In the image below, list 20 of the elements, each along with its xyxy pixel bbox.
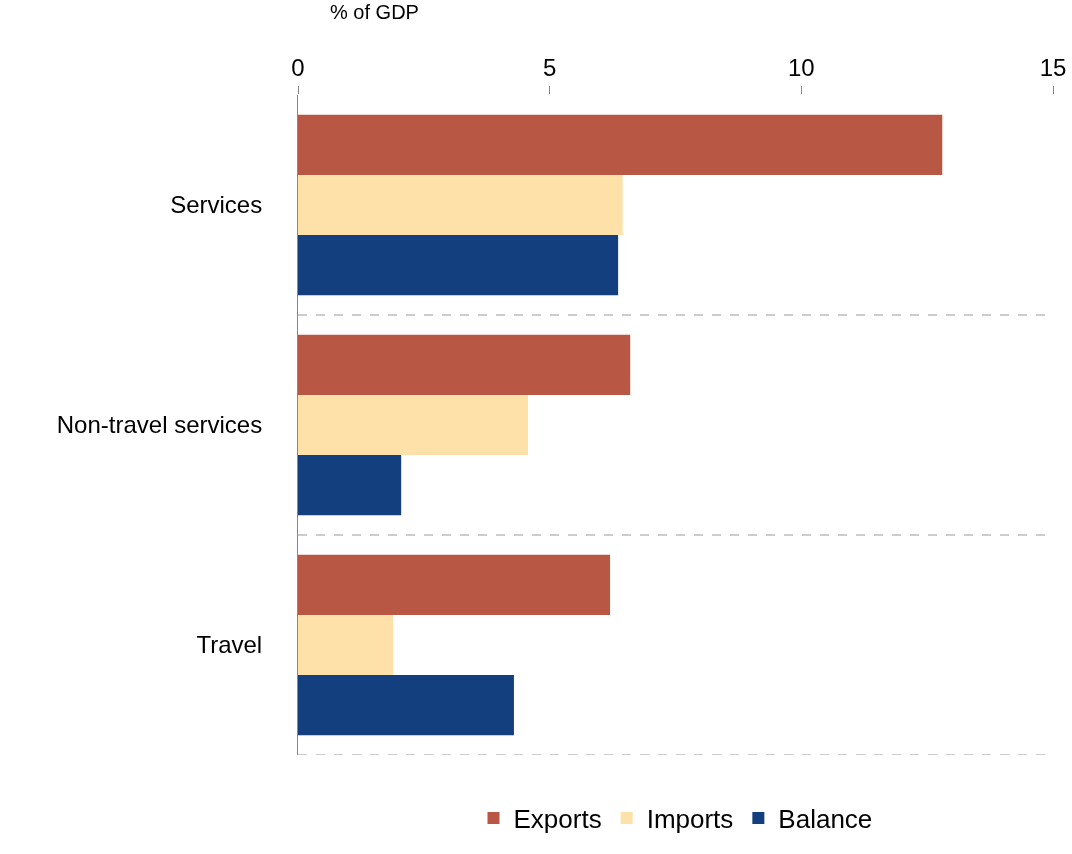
x-axis-title: % of GDP xyxy=(330,1,419,23)
bar xyxy=(298,394,529,456)
legend-label: Imports xyxy=(646,804,734,835)
x-tick-label: 0 xyxy=(291,54,305,82)
bar xyxy=(298,114,943,175)
legend-label: Exports xyxy=(513,804,602,835)
x-tick-label: 15 xyxy=(1039,54,1067,82)
bar xyxy=(298,675,514,736)
bar xyxy=(298,614,394,676)
x-tick-label: 5 xyxy=(542,54,557,82)
bar xyxy=(298,174,623,236)
y-tick-label: Travel xyxy=(196,631,263,659)
bar xyxy=(298,334,631,395)
legend-label: Balance xyxy=(778,804,873,835)
bar xyxy=(298,554,611,615)
x-tick-label: 10 xyxy=(787,54,815,82)
bar xyxy=(298,455,402,516)
bar xyxy=(298,235,619,296)
y-tick-label: Non-travel services xyxy=(56,411,263,439)
y-tick-label: Services xyxy=(170,191,263,219)
